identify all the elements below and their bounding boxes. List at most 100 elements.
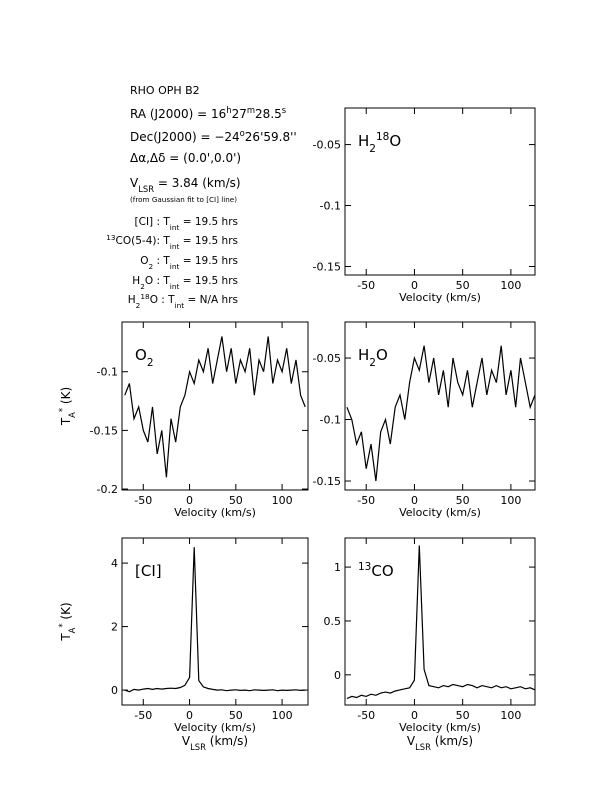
x-tick-label: 50 [456,494,470,507]
text-part: V [407,734,416,748]
text-part: 13 [358,561,371,573]
panel-label: O2 [135,346,154,369]
text-part: Dec(J2000) = −24 [130,130,240,144]
y-tick-label: -0.15 [90,424,118,437]
x-tick-label: 100 [500,709,521,722]
info-line: H2O : Tint = 19.5 hrs [132,275,238,291]
text-part: CO(5-4): T [116,235,171,247]
text-part: O [389,132,401,150]
x-axis-title: VLSR (km/s) [182,734,248,752]
panel-label: [CI] [135,562,162,580]
text-part: (km/s) [431,734,473,748]
x-tick-label: -50 [134,709,152,722]
text-part: = N/A hrs [184,294,238,306]
y-axis-title: TA* (K) [57,602,77,641]
text-part: (from Gaussian fit to [CI] line) [130,195,237,204]
x-tick-label: 50 [229,709,243,722]
text-part: H [132,275,140,287]
x-tick-label: 50 [456,709,470,722]
y-tick-label: -0.15 [313,260,341,273]
x-tick-label: 50 [456,279,470,292]
x-tick-label: 100 [272,494,293,507]
x-tick-label: 0 [411,709,418,722]
text-part: m [247,105,255,115]
plot-frame [121,537,309,706]
info-line: (from Gaussian fit to [CI] line) [130,195,237,204]
text-part: 2 [140,282,145,291]
y-tick-label: 0 [111,684,118,697]
text-part: int [170,262,180,271]
x-tick-label: 0 [411,279,418,292]
plot-frame [344,107,536,276]
x-tick-label: -50 [134,494,152,507]
text-part: 28.5 [255,107,282,121]
text-part: h [226,105,231,115]
text-part: O : T [145,275,170,287]
text-part: 2 [369,357,376,369]
text-part: = 19.5 hrs [179,255,238,267]
info-line: O2 : Tint = 19.5 hrs [140,255,238,271]
text-part: s [282,105,286,115]
text-part: = 19.5 hrs [179,235,238,247]
x-axis-title: Velocity (km/s) [399,291,481,304]
text-part: 18 [140,292,150,301]
x-tick-label: 100 [500,494,521,507]
spectrum [346,345,536,482]
plot-frame [121,321,309,491]
text-part: O [140,255,148,267]
spectrum [124,547,306,693]
info-line: RA (J2000) = 16h27m28.5s [130,105,286,121]
text-part: 18 [376,131,389,143]
plot-frame [344,537,536,706]
info-line: Dec(J2000) = −24o26'59.8'' [130,128,297,144]
y-tick-label: -0.1 [320,200,341,213]
text-part: = 19.5 hrs [179,275,238,287]
info-line: H218O : Tint = N/A hrs [128,292,238,310]
y-tick-label: 0.5 [324,615,342,628]
x-axis-title: Velocity (km/s) [399,506,481,519]
text-part: [CI] : T [135,216,171,228]
text-part: A [67,412,77,418]
x-tick-label: 100 [272,709,293,722]
text-part: * [57,623,67,627]
plot-frame [344,321,536,491]
text-part: = 3.84 (km/s) [154,176,241,190]
text-part: T [59,633,73,642]
text-part: O [376,346,388,364]
info-line: VLSR = 3.84 (km/s) [130,176,241,194]
text-part: O [135,346,147,364]
y-tick-label: 4 [111,557,118,570]
info-line: [CI] : Tint = 19.5 hrs [135,216,238,232]
y-tick-label: -0.05 [313,139,341,152]
text-part: 27 [232,107,247,121]
info-line: Δα,Δδ = (0.0',0.0') [130,151,241,165]
text-part: 26'59.8'' [245,130,297,144]
x-tick-label: 100 [500,279,521,292]
text-part: [CI] [135,562,162,580]
text-part: O : T [150,294,175,306]
y-axis-title: TA* (K) [57,387,77,426]
y-tick-label: -0.15 [313,475,341,488]
text-part: A [67,627,77,633]
text-part: CO [371,562,393,580]
text-part: LSR [138,184,154,194]
x-tick-label: 0 [186,494,193,507]
x-axis-title: Velocity (km/s) [174,506,256,519]
text-part: H [358,132,369,150]
text-part: (km/s) [206,734,248,748]
text-part: V [182,734,191,748]
text-part: int [170,223,180,232]
text-part: 13 [106,233,116,242]
y-tick-label: -0.1 [320,414,341,427]
x-tick-label: 0 [186,709,193,722]
text-part: H [128,294,136,306]
y-tick-label: 1 [334,561,341,574]
text-part: (K) [59,602,73,623]
x-tick-label: -50 [357,494,375,507]
text-part: 2 [136,301,141,310]
x-tick-label: 50 [229,494,243,507]
text-part: o [240,128,245,138]
text-part: Δα,Δδ = (0.0',0.0') [130,151,241,165]
info-line: 13CO(5-4): Tint = 19.5 hrs [106,233,238,251]
